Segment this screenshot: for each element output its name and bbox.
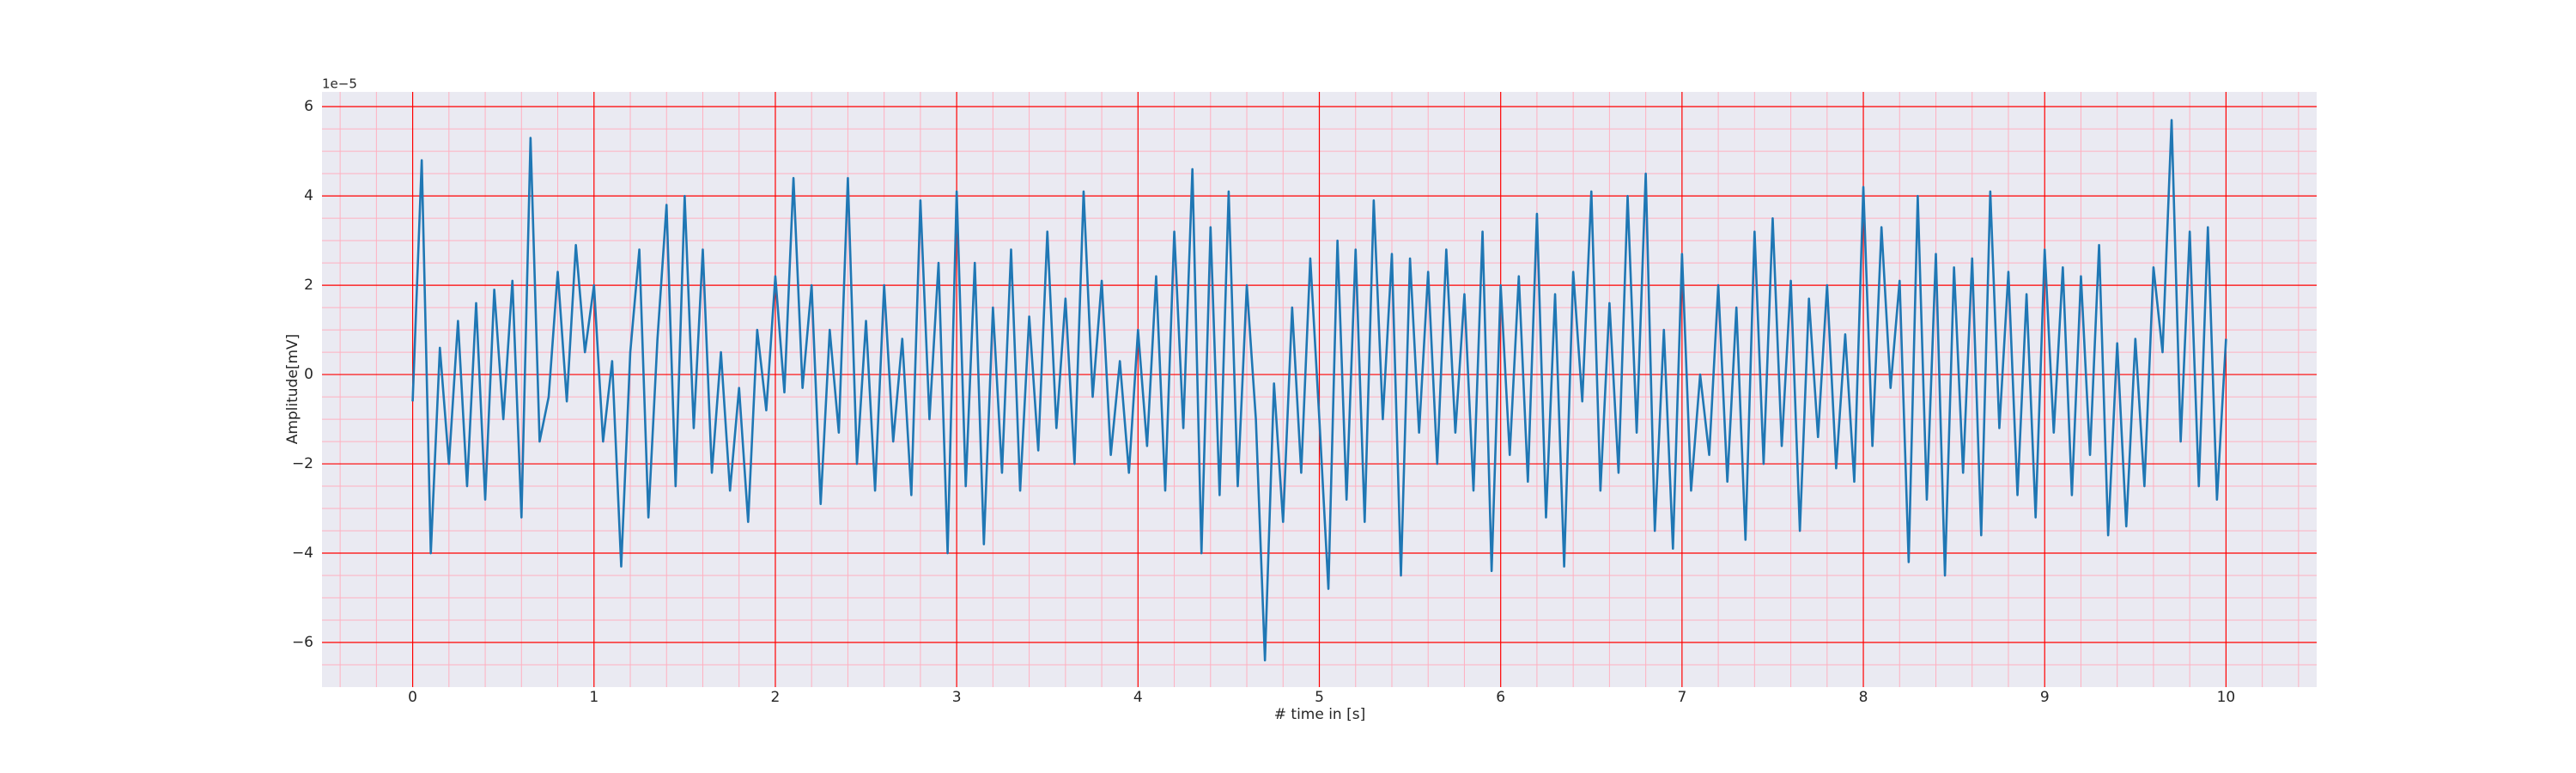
x-tick-label: 2 [771,689,781,706]
y-axis-label: Amplitude[mV] [284,334,301,445]
x-tick-label: 10 [2217,689,2236,706]
y-tick-label: 4 [304,187,313,204]
y-tick-label: 6 [304,98,313,115]
x-tick-label: 3 [952,689,962,706]
x-tick-label: 5 [1315,689,1324,706]
x-tick-label: 1 [589,689,598,706]
x-tick-label: 9 [2040,689,2050,706]
y-tick-label: 2 [304,277,313,294]
x-tick-label: 4 [1133,689,1143,706]
x-axis-label: # time in [s] [1274,706,1365,723]
y-offset-label: 1e−5 [322,76,357,92]
x-tick-label: 0 [408,689,417,706]
y-tick-label: 0 [304,366,313,383]
x-tick-label: 8 [1859,689,1868,706]
y-tick-label: −4 [292,545,313,562]
x-tick-label: 7 [1677,689,1686,706]
y-tick-label: −6 [292,634,313,651]
y-tick-label: −2 [292,455,313,472]
x-tick-label: 6 [1496,689,1505,706]
signal-line [411,119,2227,662]
